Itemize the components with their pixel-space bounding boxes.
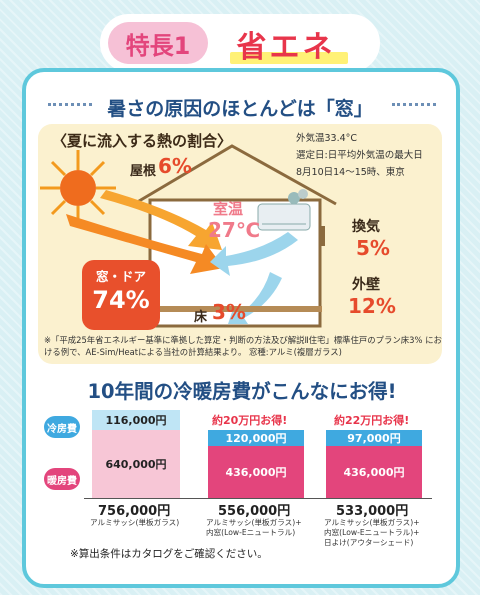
cost-2-desc-line-1: アルミサッシ(単板ガラス)+ <box>206 518 302 527</box>
sun-icon <box>40 150 116 226</box>
footnote: ※算出条件はカタログをご確認ください。 <box>70 548 268 560</box>
cost-1-desc-line: アルミサッシ(単板ガラス) <box>90 518 180 527</box>
title-highlight <box>230 52 348 64</box>
room-temp-value: 27℃ <box>208 218 261 242</box>
conditions: 外気温33.4°C 選定日:日平均外気温の最大日 8月10日14～15時、東京 <box>296 130 423 181</box>
headline: 暑さの原因のほとんどは「窓」 <box>107 98 373 120</box>
cost-3-desc-line-3: 日よけ(アウターシェード) <box>324 538 414 547</box>
cost-2-saving: 約20万円お得! <box>212 414 288 427</box>
cost-2-total: 556,000円 <box>218 504 291 519</box>
headline-dots-left <box>48 103 92 107</box>
cost-2-heating-bar: 436,000円 <box>208 446 304 498</box>
feature-number-label: 特長1 <box>108 22 208 64</box>
baseline <box>84 498 432 499</box>
heat-title: 〈夏に流入する熱の割合〉 <box>52 132 233 150</box>
condition-time: 8月10日14～15時、東京 <box>296 167 405 178</box>
roof-percent: 6% <box>158 154 192 178</box>
cost-3-desc-line-2: 内窓(Low-Eニュートラル)+ <box>324 528 420 537</box>
cost-1-desc: アルミサッシ(単板ガラス) <box>90 518 179 528</box>
window-heat-arrow <box>66 214 224 274</box>
vent-icon <box>320 226 325 246</box>
floor-airflow-arrow <box>228 272 282 324</box>
cost-1-cooling-bar: 116,000円 <box>92 410 180 430</box>
floor-label: 床 <box>194 310 208 325</box>
condition-temp: 外気温33.4°C <box>296 133 358 144</box>
window-label: 窓・ドア <box>95 269 146 284</box>
air-conditioner-icon <box>257 189 311 231</box>
room-temp-label: 室温 <box>213 200 244 218</box>
vent-percent: 5% <box>356 236 390 260</box>
cost-2-desc-line-2: 内窓(Low-Eニュートラル) <box>206 528 296 537</box>
calculation-note: ※「平成25年省エネルギー基準に準拠した算定・判断の方法及び解説Ⅱ住宅」標準住戸… <box>44 335 442 357</box>
cost-3-heating-bar: 436,000円 <box>326 446 422 498</box>
roof-label: 屋根 <box>130 164 157 179</box>
cost-3-desc: アルミサッシ(単板ガラス)+ 内窓(Low-Eニュートラル)+ 日よけ(アウター… <box>324 518 420 548</box>
headline-dots-right <box>392 103 436 107</box>
floor-icon <box>148 306 322 312</box>
condition-date: 選定日:日平均外気温の最大日 <box>296 150 423 161</box>
cost-3-cooling-bar: 97,000円 <box>326 430 422 446</box>
cost-headline: 10年間の冷暖房費がこんなにお得! <box>87 380 397 403</box>
legend-heating: 暖房費 <box>44 468 80 490</box>
floor-percent: 3% <box>212 300 246 324</box>
wall-label: 外壁 <box>352 277 380 293</box>
cost-1-heating-bar: 640,000円 <box>92 430 180 498</box>
cost-2-desc: アルミサッシ(単板ガラス)+ 内窓(Low-Eニュートラル) <box>206 518 302 538</box>
roof-heat-arrow <box>100 190 222 250</box>
feature-title: 省エネ <box>236 30 336 65</box>
window-badge <box>82 260 160 330</box>
cost-1-total: 756,000円 <box>98 504 171 519</box>
cost-3-total: 533,000円 <box>336 504 409 519</box>
vent-label: 換気 <box>352 219 380 235</box>
legend-cooling: 冷房費 <box>44 416 80 438</box>
aircon-airflow-arrow <box>210 232 298 276</box>
window-percent: 74% <box>92 286 150 314</box>
cost-3-saving: 約22万円お得! <box>334 414 410 427</box>
wall-percent: 12% <box>348 294 396 318</box>
cost-2-cooling-bar: 120,000円 <box>208 430 304 446</box>
cost-3-desc-line-1: アルミサッシ(単板ガラス)+ <box>324 518 420 527</box>
